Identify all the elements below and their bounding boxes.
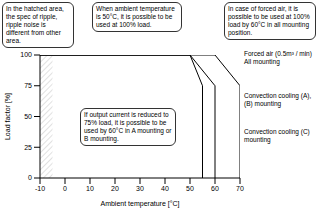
html-text:Convection cooling (A), (B) mo: Convection cooling (A), (B) mounting: [244, 92, 312, 107]
svg-text:50: 50: [24, 113, 32, 120]
svg-text:0: 0: [63, 185, 67, 192]
svg-text:Ambient temperature [°C]: Ambient temperature [°C]: [100, 200, 179, 208]
svg-text:Load factor [%]: Load factor [%]: [8, 93, 12, 140]
html-text:Convection cooling (C) mountin: Convection cooling (C) mounting: [244, 128, 310, 143]
html-text:In case of forced air, it is p: In case of forced air, it is possible to…: [228, 5, 310, 36]
svg-text:20: 20: [111, 185, 119, 192]
svg-text:30: 30: [136, 185, 144, 192]
svg-text:50: 50: [186, 185, 194, 192]
html-text:In the hatched area, the spec: In the hatched area, the spec of ripple,…: [6, 5, 64, 44]
svg-text:70: 70: [236, 185, 244, 192]
html-text:If output current is reduced t: If output current is reduced to 75% load…: [84, 111, 172, 142]
svg-text:25: 25: [24, 144, 32, 151]
svg-text:0: 0: [28, 174, 32, 181]
svg-text:60: 60: [211, 185, 219, 192]
svg-text:100: 100: [20, 51, 32, 58]
svg-text:40: 40: [161, 185, 169, 192]
svg-text:-10: -10: [35, 185, 45, 192]
svg-text:10: 10: [86, 185, 94, 192]
html-text:When ambient temperature is 50: When ambient temperature is 50°C, it is …: [96, 5, 175, 28]
html-text:Forced air (0.5m³ / min) All m: Forced air (0.5m³ / min) All mounting: [244, 50, 312, 65]
svg-text:75: 75: [24, 82, 32, 89]
